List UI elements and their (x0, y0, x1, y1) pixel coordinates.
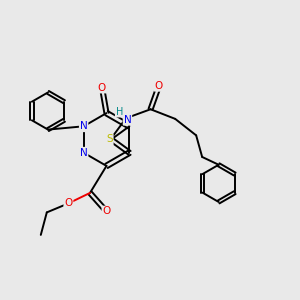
Text: O: O (155, 81, 163, 91)
Text: O: O (64, 198, 73, 208)
Text: S: S (106, 134, 113, 145)
Text: H: H (116, 107, 123, 117)
Text: O: O (102, 206, 111, 217)
Text: N: N (80, 148, 88, 158)
Text: N: N (80, 121, 88, 131)
Text: N: N (124, 115, 131, 125)
Text: O: O (98, 82, 106, 93)
